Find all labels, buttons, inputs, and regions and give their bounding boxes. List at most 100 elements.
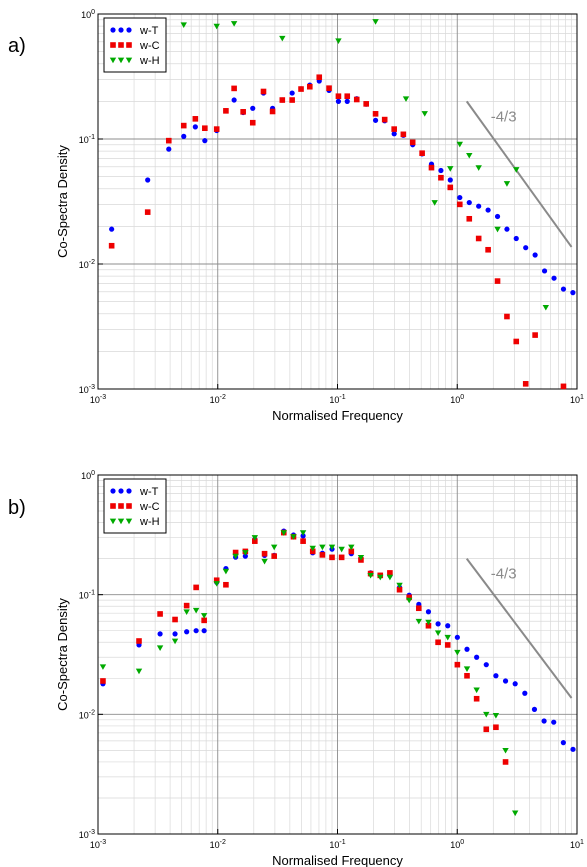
- y-axis-label: Co-Spectra Density: [55, 145, 70, 258]
- data-point-w-T: [157, 631, 163, 637]
- data-point-w-C: [372, 111, 379, 117]
- data-point-w-H: [483, 711, 490, 718]
- data-point-w-T: [454, 634, 460, 640]
- data-point-w-H: [242, 550, 249, 556]
- data-point-w-H: [466, 152, 473, 159]
- data-point-w-T: [184, 629, 190, 635]
- data-point-w-T: [570, 746, 576, 752]
- legend-marker-w-C: [110, 503, 116, 509]
- data-point-w-C: [532, 332, 538, 338]
- data-point-w-C: [269, 108, 276, 115]
- data-point-w-C: [475, 235, 482, 242]
- data-point-w-T: [522, 690, 528, 696]
- series-w-C: [108, 74, 567, 390]
- data-point-w-H: [230, 21, 238, 27]
- data-point-w-T: [300, 533, 306, 539]
- data-point-w-H: [99, 664, 107, 670]
- data-point-w-T: [172, 631, 178, 637]
- data-point-w-C: [144, 209, 151, 215]
- data-point-w-T: [464, 646, 470, 652]
- data-point-w-C: [193, 584, 199, 591]
- data-point-w-C: [223, 108, 229, 114]
- data-point-w-C: [202, 125, 208, 132]
- data-point-w-C: [428, 164, 435, 171]
- data-point-w-H: [299, 530, 307, 536]
- slope-reference-label: -4/3: [491, 108, 517, 125]
- data-point-w-T: [435, 621, 441, 627]
- data-point-w-H: [502, 747, 509, 754]
- data-point-w-T: [476, 203, 482, 209]
- data-point-w-H: [232, 553, 239, 560]
- data-point-w-H: [434, 630, 442, 637]
- data-point-w-T: [335, 98, 342, 104]
- data-point-w-H: [319, 544, 326, 551]
- data-point-w-H: [511, 810, 519, 817]
- data-point-w-T: [560, 286, 567, 292]
- data-point-w-H: [183, 609, 190, 615]
- data-point-w-C: [473, 695, 480, 702]
- data-point-w-T: [250, 105, 256, 111]
- x-tick-label: 100: [450, 839, 464, 850]
- panel-b: 10-3 10-2 10-1 100 101 10-3 10-2 10-1 100 Normali…: [8, 470, 584, 867]
- data-point-w-T: [551, 275, 557, 281]
- legend: w-T w-C w-H: [103, 478, 167, 534]
- data-point-w-C: [425, 622, 432, 629]
- data-point-w-C: [344, 93, 351, 99]
- data-point-w-H: [338, 546, 345, 553]
- data-point-w-H: [447, 166, 454, 172]
- data-point-w-H: [135, 668, 143, 675]
- data-point-w-C: [381, 116, 388, 123]
- legend-marker-w-C: [118, 503, 124, 509]
- data-point-w-C: [271, 553, 277, 559]
- data-point-w-T: [560, 740, 566, 746]
- slope-reference-label: -4/3: [491, 566, 517, 583]
- data-point-w-C: [240, 109, 246, 115]
- data-point-w-C: [298, 86, 304, 92]
- grid-lines: [97, 13, 578, 390]
- data-point-w-T: [493, 673, 499, 679]
- panel-a: 10-3 10-2 10-1 100 101 10-3 10-2 10-1 100 Normali…: [8, 9, 584, 423]
- x-tick-label: 10-3: [90, 394, 106, 405]
- legend-marker-w-H: [117, 518, 125, 525]
- data-point-w-H: [473, 687, 480, 694]
- data-point-w-H: [513, 167, 520, 173]
- data-point-w-T: [570, 290, 576, 296]
- data-point-w-H: [279, 35, 286, 42]
- data-point-w-T: [425, 609, 432, 615]
- data-point-w-T: [504, 226, 510, 232]
- data-point-w-C: [306, 83, 313, 90]
- data-point-w-H: [348, 544, 355, 551]
- data-point-w-C: [522, 381, 529, 387]
- data-point-w-T: [513, 235, 519, 242]
- data-point-w-T: [551, 719, 557, 725]
- x-tick-label: 101: [570, 839, 584, 850]
- data-point-w-C: [231, 85, 237, 92]
- data-point-w-H: [463, 666, 471, 673]
- data-point-w-T: [192, 124, 198, 130]
- legend-marker-w-H: [125, 57, 133, 64]
- data-point-w-H: [431, 200, 438, 206]
- slope-reference-line: [465, 558, 573, 699]
- data-point-w-T: [181, 133, 187, 139]
- x-tick-label: 10-2: [210, 394, 226, 405]
- data-point-w-C: [391, 126, 397, 132]
- data-point-w-H: [222, 568, 230, 575]
- data-point-w-C: [252, 538, 258, 544]
- data-point-w-C: [249, 119, 256, 126]
- x-axis-label: Normalised Frequency: [272, 408, 403, 423]
- data-point-w-C: [180, 122, 187, 129]
- data-point-w-T: [485, 207, 491, 213]
- data-point-w-C: [438, 174, 444, 181]
- data-point-w-T: [109, 226, 115, 232]
- data-point-w-C: [300, 538, 306, 544]
- data-point-w-C: [454, 661, 461, 668]
- data-point-w-T: [193, 628, 199, 634]
- data-point-w-C: [406, 594, 412, 601]
- data-point-w-T: [445, 623, 451, 629]
- data-point-w-T: [202, 138, 208, 144]
- data-point-w-T: [145, 177, 151, 183]
- data-point-w-H: [192, 607, 200, 614]
- slope-reference-line: [465, 100, 573, 248]
- data-point-w-H: [270, 544, 278, 551]
